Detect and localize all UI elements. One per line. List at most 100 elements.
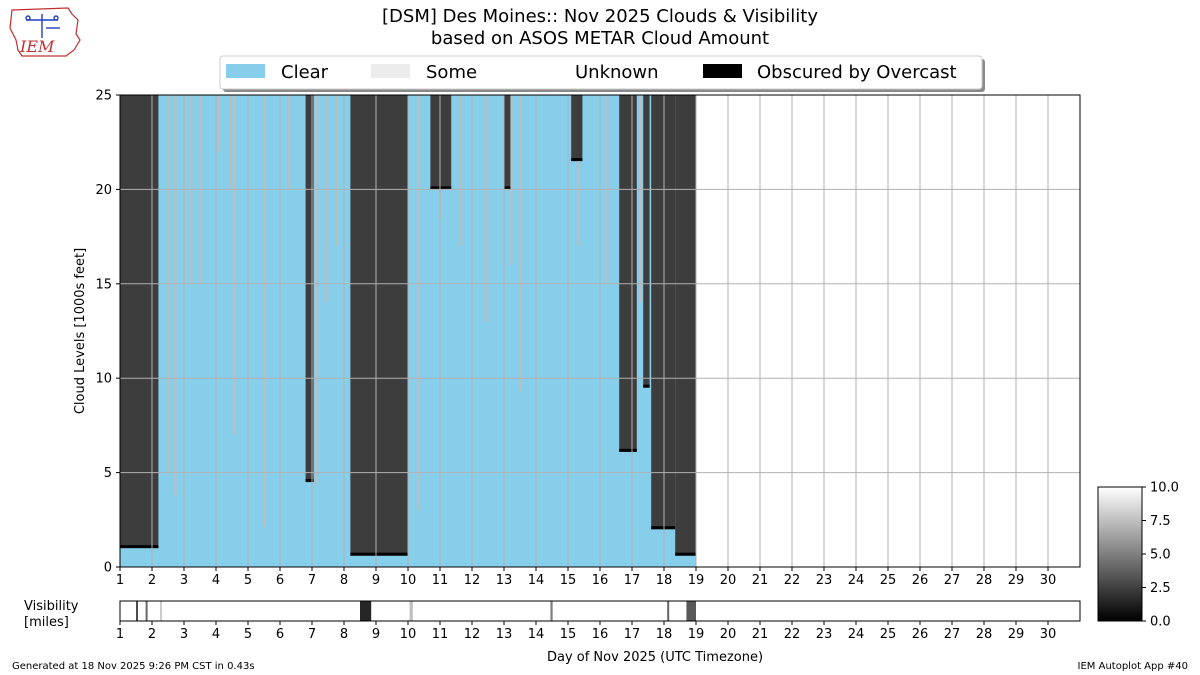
main-x-tick-label-7: 7: [308, 573, 316, 588]
main-x-tick-label-22: 22: [784, 573, 801, 588]
overcast-period-9: [675, 95, 696, 556]
vis-x-tick-label-20: 20: [720, 627, 737, 642]
vis-x-tick-label-8: 8: [340, 627, 348, 642]
overcast-period-2: [350, 95, 408, 556]
visibility-event-5: [550, 601, 553, 621]
vis-x-tick-label-16: 16: [592, 627, 609, 642]
overcast-period-4: [504, 95, 511, 190]
colorbar-ticks: 0.0 2.5 5.0 7.5 10.0: [1142, 481, 1179, 630]
visibility-marks: [120, 601, 1080, 621]
weather-instrument-icon: [25, 14, 60, 38]
visibility-event-0: [136, 601, 138, 621]
visibility-plot: 1 2 3 4 5 6 7 8 9 10 11 12 13 14 15 16 17 18 19 20 21 22 23 24 2…: [24, 599, 1081, 665]
overcast-period-5: [571, 95, 583, 162]
overcast-period-8: [651, 95, 676, 530]
main-x-tick-label-6: 6: [276, 573, 284, 588]
main-x-tick-label-28: 28: [976, 573, 993, 588]
overcast-period-3: [430, 95, 452, 190]
main-x-tick-label-20: 20: [720, 573, 737, 588]
footer-app: IEM Autoplot App #40: [1078, 661, 1188, 672]
main-x-tick-label-11: 11: [432, 573, 449, 588]
overcast-base-9: [675, 552, 696, 556]
vis-x-tick-label-29: 29: [1008, 627, 1025, 642]
logo-text: IEM: [19, 37, 55, 56]
vis-x-tick-label-3: 3: [180, 627, 188, 642]
overcast-base-6: [619, 448, 637, 452]
main-x-tick-label-14: 14: [528, 573, 545, 588]
main-x-tick-label-21: 21: [752, 573, 769, 588]
overcast-period-1: [305, 95, 314, 483]
visibility-colorbar: 0.0 2.5 5.0 7.5 10.0: [1097, 481, 1179, 630]
main-x-tick-label-1: 1: [116, 573, 124, 588]
scattered-cloud-15: [459, 95, 462, 247]
main-x-tick-label-16: 16: [592, 573, 609, 588]
colorbar-tick-label-0.0: 0.0: [1150, 615, 1171, 630]
vis-x-tick-label-21: 21: [752, 627, 769, 642]
footer-generated: Generated at 18 Nov 2025 9:26 PM CST in …: [12, 661, 255, 672]
visibility-event-6: [667, 601, 670, 621]
scattered-cloud-22: [640, 95, 642, 303]
legend-label-clear: Clear: [281, 62, 329, 83]
scattered-cloud-1: [174, 95, 177, 496]
vis-x-tick-label-28: 28: [976, 627, 993, 642]
cloud-plot: 1 2 3 4 5 6 7 8 9 10 11 12 13 14 15 16 17 18 19 20 21 22 23 24 2…: [73, 89, 1081, 588]
chart-title-line2: based on ASOS METAR Cloud Amount: [431, 28, 769, 49]
vis-x-tick-label-26: 26: [912, 627, 929, 642]
scattered-cloud-13: [417, 95, 420, 511]
overcast-base-3: [430, 186, 452, 190]
main-x-tick-label-13: 13: [496, 573, 513, 588]
scattered-cloud-12: [336, 95, 338, 247]
vis-x-tick-label-12: 12: [464, 627, 481, 642]
main-x-tick-label-5: 5: [244, 573, 252, 588]
scattered-cloud-7: [233, 95, 236, 435]
main-x-tick-label-27: 27: [944, 573, 961, 588]
main-x-tick-label-29: 29: [1008, 573, 1025, 588]
main-x-tick-label-19: 19: [688, 573, 705, 588]
vis-x-tick-label-15: 15: [560, 627, 577, 642]
main-x-tick-label-3: 3: [180, 573, 188, 588]
legend-box: [219, 55, 983, 90]
colorbar-tick-label-10.0: 10.0: [1150, 481, 1179, 496]
colorbar-tick-label-7.5: 7.5: [1150, 514, 1171, 529]
scattered-cloud-10: [315, 95, 318, 484]
vis-x-tick-label-4: 4: [212, 627, 220, 642]
main-x-tick-label-2: 2: [148, 573, 156, 588]
overcast-period-6: [619, 95, 637, 452]
vis-x-tick-label-11: 11: [432, 627, 449, 642]
main-y-axis: 0 5 10 15 20 25: [95, 89, 120, 576]
scattered-cloud-11: [324, 95, 327, 303]
overcast-base-7: [643, 384, 650, 388]
vis-x-tick-label-14: 14: [528, 627, 545, 642]
vis-x-tick-label-7: 7: [308, 627, 316, 642]
overcast-base-4: [504, 186, 511, 190]
main-y-tick-label-25: 25: [95, 89, 112, 104]
overcast-period-0: [120, 95, 159, 549]
main-y-tick-label-10: 10: [95, 372, 112, 387]
main-x-axis: 1 2 3 4 5 6 7 8 9 10 11 12 13 14 15 16 17 18 19 20 21 22 23 24 2…: [116, 567, 1056, 588]
main-x-tick-label-15: 15: [560, 573, 577, 588]
legend-label-unknown: Unknown: [575, 62, 659, 83]
scattered-cloud-8: [264, 95, 266, 528]
vis-x-tick-label-19: 19: [688, 627, 705, 642]
overcast-base-8: [651, 526, 676, 530]
main-x-tick-label-17: 17: [624, 573, 641, 588]
main-x-tick-label-24: 24: [848, 573, 865, 588]
vis-x-tick-label-18: 18: [656, 627, 673, 642]
vis-x-tick-label-17: 17: [624, 627, 641, 642]
colorbar-gradient: [1097, 486, 1143, 622]
main-x-tick-label-4: 4: [212, 573, 220, 588]
legend: Clear Some Unknown Obscured by Overcast: [219, 55, 985, 92]
visibility-event-7: [686, 601, 696, 621]
colorbar-tick-label-2.5: 2.5: [1150, 581, 1171, 596]
scattered-cloud-16: [484, 95, 487, 322]
legend-swatch-unknown: [520, 64, 559, 78]
overcast-period-7: [643, 95, 650, 388]
main-x-tick-label-23: 23: [816, 573, 833, 588]
visibility-event-1: [145, 601, 148, 621]
main-y-tick-label-5: 5: [104, 466, 112, 481]
legend-label-overcast: Obscured by Overcast: [757, 62, 957, 83]
vis-x-tick-label-13: 13: [496, 627, 513, 642]
main-x-tick-label-26: 26: [912, 573, 929, 588]
colorbar-tick-label-5.0: 5.0: [1150, 548, 1171, 563]
